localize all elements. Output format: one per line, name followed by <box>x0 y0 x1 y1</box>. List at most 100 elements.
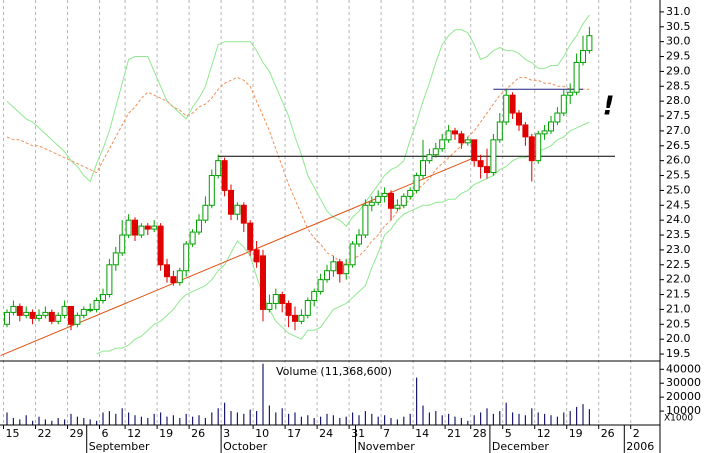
candle-body <box>509 94 516 114</box>
candle-body <box>336 261 343 275</box>
candle-body <box>541 130 548 135</box>
x-tick-label: 24 <box>319 427 333 440</box>
candle-body <box>535 133 542 162</box>
candle-body <box>272 294 279 304</box>
x-tick-label: 7 <box>383 427 390 440</box>
y-tick-label: 26.5 <box>666 139 691 152</box>
candle-body <box>292 314 298 322</box>
month-label: October <box>223 440 267 453</box>
price-panel: ! <box>0 14 615 356</box>
candle-body <box>16 305 23 316</box>
candle-body <box>87 308 94 311</box>
candle-body <box>125 219 132 236</box>
candle-body <box>490 139 497 174</box>
x-tick-label: 14 <box>415 427 429 440</box>
candle-body <box>554 112 561 123</box>
x-tick-label: 10 <box>255 427 269 440</box>
candle-body <box>413 175 420 191</box>
candle-body <box>528 136 535 162</box>
candle-body <box>580 50 586 63</box>
candle-body <box>394 204 401 209</box>
volume-panel <box>6 363 591 425</box>
candle-body <box>471 139 478 162</box>
overlay-line <box>96 121 590 355</box>
candle-body <box>349 243 356 266</box>
candle-body <box>157 225 164 266</box>
y-tick-label: 24.5 <box>666 198 691 211</box>
overlay-line <box>6 76 590 266</box>
x-tick-label: 5 <box>505 427 512 440</box>
candle-body <box>464 139 471 144</box>
y-tick-label: 29.0 <box>666 64 691 77</box>
x-tick-label: 19 <box>569 427 583 440</box>
y-tick-label: 28.0 <box>666 94 691 107</box>
candle-body <box>202 204 209 221</box>
candle-body <box>381 192 388 197</box>
candle-body <box>516 112 522 126</box>
candle-body <box>343 264 350 275</box>
x-tick-label: 26 <box>601 427 615 440</box>
candle-body <box>266 302 273 310</box>
candle-body <box>74 314 81 325</box>
volume-unit: X1000 <box>664 414 693 424</box>
candle-body <box>68 305 74 325</box>
candle-body <box>208 175 215 206</box>
volume-tick-label: 40000 <box>666 362 701 375</box>
y-tick-label: 19.5 <box>666 347 691 360</box>
candle-body <box>330 261 337 272</box>
x-tick-label: 17 <box>287 427 301 440</box>
y-tick-label: 31.0 <box>666 5 691 18</box>
candle-body <box>452 130 458 135</box>
y-tick-label: 20.0 <box>666 332 691 345</box>
candle-body <box>132 219 138 236</box>
y-tick-label: 22.0 <box>666 273 691 286</box>
candle-body <box>400 195 407 206</box>
candle-body <box>48 311 55 322</box>
x-tick-label: 3 <box>223 427 230 440</box>
candle-body <box>164 264 170 278</box>
y-tick-label: 23.0 <box>666 243 691 256</box>
candle-body <box>253 249 260 263</box>
candle-body <box>10 305 17 313</box>
candle-body <box>586 35 593 52</box>
volume-tick-label: 30000 <box>666 376 701 389</box>
candle-body <box>375 195 382 203</box>
candle-body <box>61 305 68 316</box>
candle-body <box>151 225 158 230</box>
volume-tick-label: 20000 <box>666 390 701 403</box>
candle-body <box>548 121 554 132</box>
candle-body <box>388 192 394 209</box>
candle-body <box>29 311 36 319</box>
candle-body <box>100 294 106 301</box>
axes-layer: 15 22 29 6 12 19 26 3 10 17 24 31 7 14 21 28 5 12 19 26 2 Sep… <box>3 5 701 453</box>
x-tick-label: 12 <box>127 427 141 440</box>
x-tick-label: 6 <box>102 427 109 440</box>
x-tick-label: 31 <box>351 427 365 440</box>
candle-body <box>285 302 292 316</box>
y-tick-label: 25.5 <box>666 169 691 182</box>
y-tick-label: 30.0 <box>666 35 691 48</box>
candle-body <box>317 279 324 293</box>
candle-body <box>407 189 414 197</box>
x-tick-label: 22 <box>38 427 52 440</box>
x-tick-label: 26 <box>191 427 205 440</box>
candle-body <box>106 264 113 296</box>
candle-body <box>356 234 362 245</box>
candle-body <box>215 160 222 177</box>
candle-body <box>144 225 151 230</box>
candle-body <box>234 204 241 215</box>
x-tick-label: 15 <box>6 427 20 440</box>
candle-body <box>426 154 433 162</box>
candle-body <box>560 94 567 114</box>
candle-body <box>311 291 318 301</box>
candle-body <box>176 270 183 284</box>
candle-body <box>4 311 10 325</box>
y-tick-label: 21.0 <box>666 302 691 315</box>
candle-body <box>36 314 42 319</box>
candle-body <box>573 61 580 93</box>
candle-body <box>477 160 484 168</box>
y-tick-label: 23.5 <box>666 228 691 241</box>
candle-body <box>228 189 234 215</box>
